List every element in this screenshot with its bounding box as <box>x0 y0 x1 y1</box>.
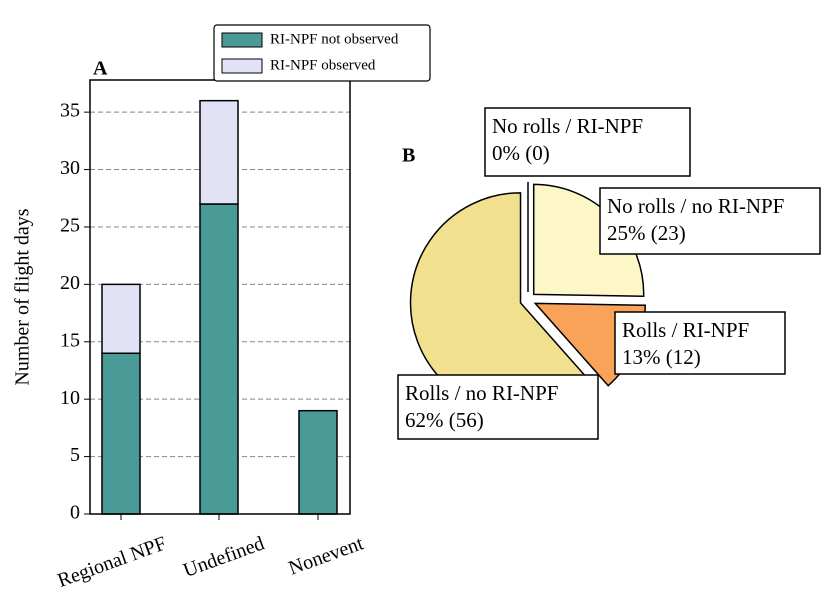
label-box <box>484 107 691 177</box>
slice-value-label: 0% (0) <box>492 141 550 165</box>
label-box <box>614 311 786 375</box>
bar-segment <box>298 409 338 515</box>
y-tick-label: 30 <box>60 157 80 179</box>
slice-value-label: 25% (23) <box>607 221 686 245</box>
bar-segment <box>199 203 239 515</box>
y-tick-label: 25 <box>60 215 80 237</box>
y-tick-label: 20 <box>60 272 80 294</box>
y-axis-label: Number of flight days <box>12 208 34 385</box>
bar-segment <box>101 283 141 355</box>
slice-label: No rolls / no RI-NPF <box>607 194 784 218</box>
slice-value-label: 62% (56) <box>405 408 484 432</box>
legend-label: RI-NPF not observed <box>270 31 399 47</box>
x-tick-label: Undefined <box>180 532 267 582</box>
y-tick-label: 15 <box>60 329 80 351</box>
panel-label: B <box>402 145 415 167</box>
x-tick-label: Regional NPF <box>55 532 170 592</box>
slice-label: Rolls / RI-NPF <box>622 318 749 342</box>
slice-label: Rolls / no RI-NPF <box>405 381 558 405</box>
label-box <box>397 374 599 440</box>
y-tick-label: 35 <box>60 100 80 122</box>
bar-segment <box>101 352 141 515</box>
panel-label: A <box>93 58 108 80</box>
y-tick-label: 0 <box>70 502 80 524</box>
legend-label: RI-NPF observed <box>270 57 376 73</box>
label-box <box>599 187 821 255</box>
slice-value-label: 13% (12) <box>622 345 701 369</box>
y-tick-label: 5 <box>70 444 80 466</box>
legend-swatch <box>221 58 263 74</box>
legend-swatch <box>221 32 263 48</box>
slice-label: No rolls / RI-NPF <box>492 114 643 138</box>
bar-segment <box>199 99 239 205</box>
x-tick-label: Nonevent <box>286 532 367 579</box>
legend-box <box>213 24 431 82</box>
y-tick-label: 10 <box>60 387 80 409</box>
